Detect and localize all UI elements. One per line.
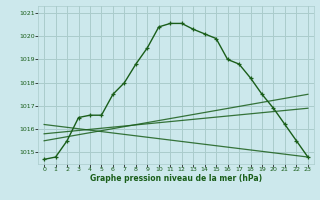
X-axis label: Graphe pression niveau de la mer (hPa): Graphe pression niveau de la mer (hPa) <box>90 174 262 183</box>
